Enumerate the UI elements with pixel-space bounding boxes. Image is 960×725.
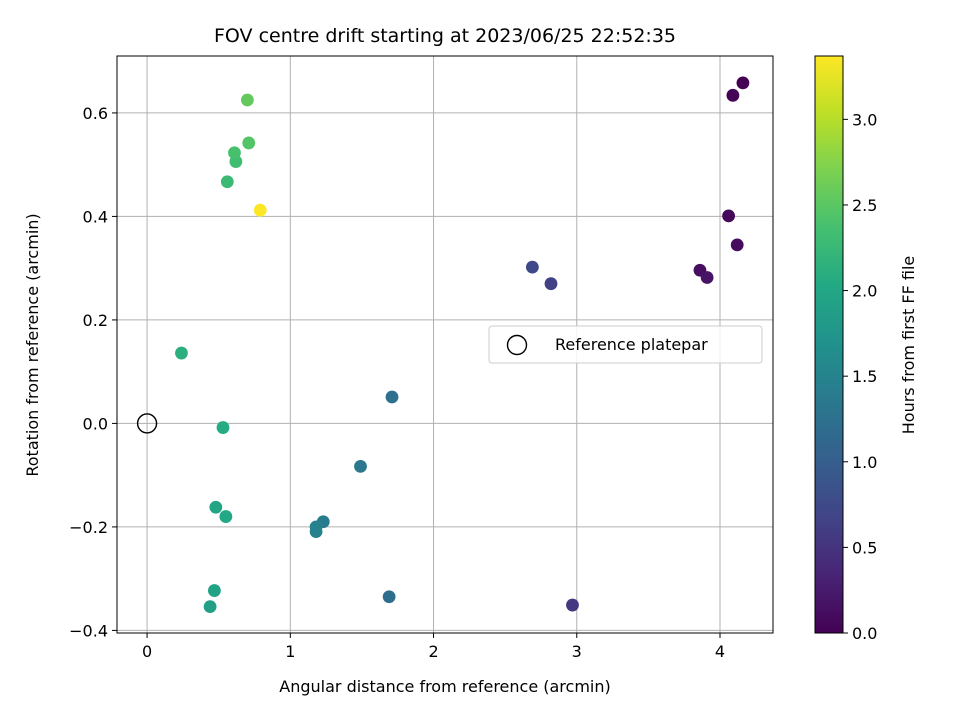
colorbar-tick-label: 3.0 xyxy=(852,110,877,129)
data-point xyxy=(209,500,223,514)
y-tick-label: 0.6 xyxy=(83,104,108,123)
y-tick-label: −0.2 xyxy=(69,518,108,537)
data-point xyxy=(228,146,241,160)
data-point xyxy=(722,209,735,223)
data-point xyxy=(726,88,740,102)
data-point xyxy=(220,175,234,189)
reference-platepar-marker xyxy=(136,413,158,434)
data-point xyxy=(219,510,233,523)
y-tick-label: 0.4 xyxy=(83,207,108,226)
y-tick-label: −0.4 xyxy=(69,621,108,640)
colorbar-tick-label: 1.0 xyxy=(852,453,877,472)
plot-frame xyxy=(116,55,774,634)
y-tick-label: 0.2 xyxy=(83,311,108,330)
y-axis-label: Rotation from reference (arcmin) xyxy=(23,213,42,476)
data-point xyxy=(207,584,221,597)
colorbar-tick-label: 0.0 xyxy=(852,624,877,643)
data-point xyxy=(242,136,256,150)
data-point xyxy=(566,598,579,612)
y-tick-label: 0.0 xyxy=(83,414,108,433)
legend-entry-reference-platepar: Reference platepar xyxy=(555,335,708,354)
data-point xyxy=(253,203,267,217)
data-point xyxy=(544,277,558,291)
colorbar-ticks: 0.0 0.5 1.0 1.5 2.0 2.5 3.0 xyxy=(843,110,877,643)
x-tick-label: 2 xyxy=(428,642,438,661)
data-point xyxy=(730,238,744,252)
data-point xyxy=(382,590,396,604)
data-point xyxy=(240,93,254,107)
data-point xyxy=(175,346,188,360)
legend-box xyxy=(488,325,763,364)
colorbar-tick-label: 2.5 xyxy=(852,196,877,215)
data-point xyxy=(385,390,399,404)
data-points xyxy=(175,76,750,614)
colorbar-tick-label: 0.5 xyxy=(852,538,877,557)
reference-marker-layer xyxy=(136,413,158,434)
data-point xyxy=(354,459,367,473)
colorbar-tick-label: 1.5 xyxy=(852,367,877,386)
x-tick-label: 4 xyxy=(715,642,725,661)
data-point xyxy=(216,421,230,434)
x-axis-label: Angular distance from reference (arcmin) xyxy=(279,677,610,696)
x-tick-label: 1 xyxy=(285,642,295,661)
data-point xyxy=(203,600,217,614)
colorbar xyxy=(814,55,844,634)
x-tick-label: 3 xyxy=(572,642,582,661)
data-point xyxy=(700,271,714,284)
legend: Reference platepar xyxy=(488,325,763,364)
data-point xyxy=(736,76,750,90)
legend-reference-marker xyxy=(506,334,528,356)
colorbar-label: Hours from first FF file xyxy=(899,256,918,435)
x-axis-ticks: 0 1 2 3 4 xyxy=(142,633,725,661)
y-axis-ticks: −0.4 −0.2 0.0 0.2 0.4 0.6 xyxy=(69,104,117,640)
x-tick-label: 0 xyxy=(142,642,152,661)
colorbar-tick-label: 2.0 xyxy=(852,282,877,301)
chart-title: FOV centre drift starting at 2023/06/25 … xyxy=(214,25,676,47)
data-point xyxy=(525,260,539,274)
data-point xyxy=(309,525,323,538)
